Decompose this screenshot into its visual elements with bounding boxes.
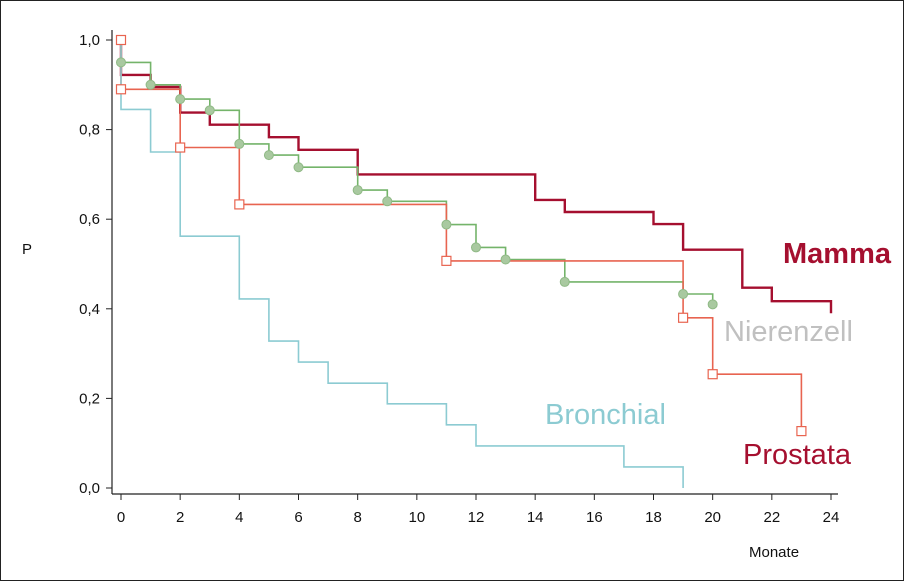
- y-tick-label: 1,0: [79, 32, 100, 49]
- marker-nierenzell: [145, 79, 156, 90]
- x-tick-label: 14: [527, 509, 544, 526]
- y-tick-label: 0,4: [79, 301, 100, 318]
- series-label-bronchial: Bronchial: [545, 399, 666, 431]
- x-tick-label: 24: [823, 509, 840, 526]
- axis-title-y: P: [22, 241, 32, 258]
- axes: 0 2 4 6 8 10 12 14 16 18 20 22 240,00,20,40,60,81,0: [79, 30, 839, 526]
- series-label-prostata: Prostata: [743, 439, 852, 471]
- marker-nierenzell: [293, 162, 304, 173]
- marker-nierenzell: [707, 299, 718, 310]
- y-tick-label: 0,2: [79, 390, 100, 407]
- marker-prostata: [796, 426, 807, 437]
- x-tick-label: 18: [645, 509, 662, 526]
- y-tick-label: 0,8: [79, 122, 100, 139]
- x-tick-label: 6: [294, 509, 302, 526]
- marker-prostata: [115, 34, 127, 46]
- marker-nierenzell: [441, 219, 452, 230]
- marker-nierenzell: [471, 242, 481, 253]
- x-tick-label: 22: [763, 509, 780, 526]
- marker-nierenzell: [382, 196, 393, 207]
- series-line-nierenzell: [120, 40, 714, 305]
- marker-prostata: [677, 312, 689, 323]
- label-layer: P Monate Mamma Nierenzell Bronchial Pros…: [22, 238, 892, 561]
- marker-nierenzell: [352, 185, 363, 196]
- y-tick-label: 0,0: [79, 480, 100, 497]
- x-tick-label: 10: [408, 509, 425, 526]
- y-tick-label: 0,6: [79, 211, 100, 228]
- marker-nierenzell: [678, 289, 689, 300]
- x-tick-label: 2: [176, 509, 184, 526]
- marker-prostata: [707, 369, 718, 380]
- marker-nierenzell: [559, 276, 570, 287]
- x-tick-label: 20: [704, 509, 721, 526]
- series-label-mamma: Mamma: [783, 238, 892, 270]
- x-tick-label: 12: [468, 509, 485, 526]
- marker-prostata: [175, 142, 186, 153]
- marker-prostata: [234, 199, 245, 210]
- marker-layer: [115, 34, 807, 437]
- marker-nierenzell: [500, 254, 511, 265]
- marker-prostata: [115, 84, 127, 95]
- series-line-mamma: [119, 40, 833, 314]
- marker-nierenzell: [116, 57, 126, 68]
- marker-nierenzell: [204, 105, 215, 116]
- x-tick-label: 4: [235, 509, 243, 526]
- series-label-nierenzell: Nierenzell: [724, 316, 853, 348]
- marker-prostata: [441, 255, 452, 266]
- x-tick-label: 0: [117, 509, 125, 526]
- axis-title-x: Monate: [749, 544, 799, 561]
- x-tick-label: 16: [586, 509, 603, 526]
- marker-nierenzell: [234, 138, 245, 149]
- x-tick-label: 8: [353, 509, 361, 526]
- series-layer: [119, 40, 833, 488]
- marker-nierenzell: [263, 150, 274, 161]
- marker-nierenzell: [175, 94, 186, 105]
